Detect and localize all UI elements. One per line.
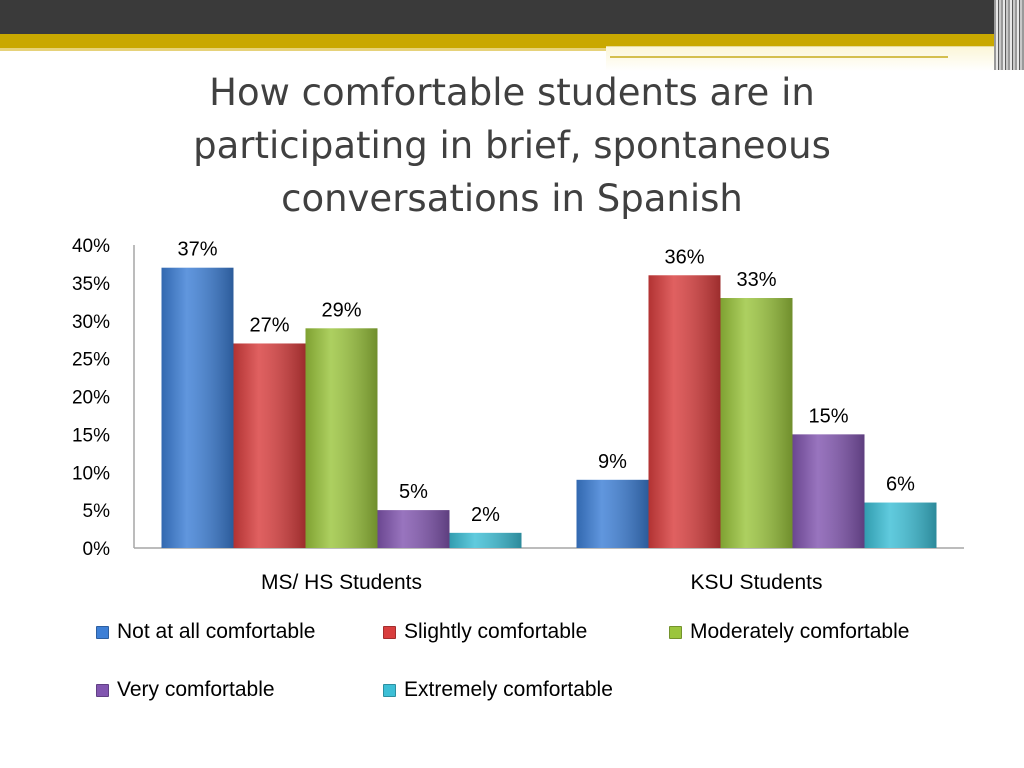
legend-item-slightly: Slightly comfortable [383, 620, 587, 644]
header-decoration-line [610, 56, 948, 58]
legend-label: Very comfortable [117, 678, 275, 701]
bar-shading [720, 298, 793, 548]
title-line-2: participating in brief, spontaneous [193, 124, 831, 167]
header-gold-line [0, 48, 1024, 51]
bar-shading [233, 343, 306, 548]
header-gold-band [0, 34, 1024, 48]
legend-label: Not at all comfortable [117, 620, 316, 643]
bar-shading [449, 532, 522, 548]
legend-label: Slightly comfortable [404, 620, 588, 643]
legend-label: Moderately comfortable [690, 620, 910, 643]
category-label: MS/ HS Students [261, 571, 422, 594]
y-tick-label: 0% [83, 539, 111, 560]
data-label: 27% [249, 314, 289, 336]
data-label: 5% [399, 481, 428, 503]
data-label: 15% [808, 405, 848, 427]
data-label: 2% [471, 504, 500, 526]
data-label: 9% [598, 451, 627, 473]
legend-swatch [96, 684, 109, 697]
legend-item-moderately: Moderately comfortable [669, 620, 909, 644]
legend-swatch [383, 684, 396, 697]
data-label: 36% [664, 246, 704, 268]
data-label: 33% [736, 269, 776, 291]
data-label: 29% [321, 299, 361, 321]
bar-shading [305, 328, 378, 548]
title-line-3: conversations in Spanish [281, 177, 743, 220]
category-label: KSU Students [691, 571, 823, 594]
bar-shading [648, 275, 721, 548]
bar-shading [792, 434, 865, 548]
bar-shading [864, 502, 937, 548]
header-decoration [606, 46, 1024, 71]
data-label: 6% [886, 474, 915, 496]
legend-swatch [96, 626, 109, 639]
legend-item-extremely: Extremely comfortable [383, 678, 613, 702]
y-tick-label: 15% [72, 425, 110, 446]
legend-label: Extremely comfortable [404, 678, 613, 701]
bar-chart: 0% 5% 10% 15% 20% 25% 30% 35% 40% 37% 27% 29% 5% 2% 9… [72, 236, 964, 594]
header-dark-band [0, 0, 1024, 34]
legend-swatch [383, 626, 396, 639]
y-tick-label: 35% [72, 274, 110, 295]
y-tick-label: 20% [72, 388, 110, 409]
bar-shading [161, 267, 234, 548]
y-tick-label: 40% [72, 236, 110, 257]
y-tick-label: 10% [72, 463, 110, 484]
legend-item-not-at-all: Not at all comfortable [96, 620, 315, 644]
y-tick-label: 25% [72, 350, 110, 371]
legend-item-very: Very comfortable [96, 678, 275, 702]
header-stripes [994, 0, 1024, 70]
legend-swatch [669, 626, 682, 639]
bar-shading [576, 479, 649, 548]
bar-shading [377, 510, 450, 548]
y-tick-label: 30% [72, 312, 110, 333]
title-line-1: How comfortable students are in [209, 71, 815, 114]
y-tick-label: 5% [83, 501, 111, 522]
data-label: 37% [177, 239, 217, 261]
slide-title: How comfortable students are in particip… [100, 66, 924, 225]
